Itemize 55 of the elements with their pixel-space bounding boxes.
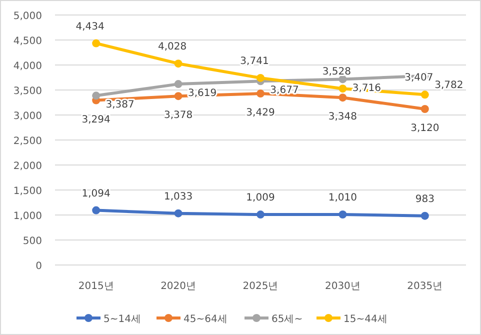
point: [92, 92, 100, 100]
y-tick-label: 1,000: [13, 211, 42, 222]
data-label: 1,010: [328, 192, 358, 204]
point: [338, 84, 347, 93]
data-label: 3,378: [164, 110, 193, 122]
point: [174, 209, 182, 218]
data-label: 4,434: [76, 21, 104, 32]
data-label: 1,009: [246, 192, 275, 204]
data-label: 3,677: [270, 85, 299, 96]
x-tick-label: 2015년: [78, 281, 114, 292]
y-tick-label: 5,000: [13, 11, 42, 22]
y-tick-label: 2,000: [13, 161, 42, 172]
y-tick-label: 3,000: [13, 111, 42, 122]
point: [338, 210, 347, 218]
y-tick-label: 1,500: [13, 186, 42, 197]
point: [256, 74, 264, 82]
data-label: 3,528: [322, 66, 352, 78]
data-label: 1,094: [82, 188, 110, 200]
data-label: 3,294: [82, 114, 110, 126]
y-tick-label: 500: [22, 236, 42, 247]
data-label: 3,716: [352, 83, 382, 94]
y-tick-label: 4,000: [13, 61, 42, 72]
point: [174, 60, 182, 68]
data-label: 983: [415, 194, 434, 205]
point: [92, 39, 100, 48]
point: [256, 210, 264, 219]
data-label: 3,120: [410, 123, 440, 134]
point: [92, 206, 100, 214]
x-tick-label: 2030년: [324, 281, 360, 292]
y-tick-label: 0: [36, 261, 42, 272]
legend-label: 15~44세: [344, 314, 388, 325]
legend-label: 45~64세: [184, 314, 228, 325]
y-tick-label: 2,500: [13, 136, 42, 147]
x-tick-label: 2025년: [242, 281, 278, 292]
point: [420, 212, 429, 220]
data-label: 3,782: [434, 80, 464, 91]
data-label: 3,429: [246, 108, 275, 119]
y-tick-label: 4,500: [13, 36, 42, 47]
point: [338, 94, 347, 102]
point: [420, 90, 429, 99]
x-tick-label: 2020년: [160, 281, 196, 292]
legend-label: 65세~: [272, 314, 303, 325]
x-tick-label: 2035년: [407, 281, 443, 292]
data-label: 3,407: [404, 72, 434, 84]
y-tick-label: 3,500: [13, 86, 42, 97]
data-label: 1,033: [164, 191, 193, 202]
point: [174, 92, 182, 100]
legend-label: 5~14세: [104, 314, 141, 325]
data-label: 3,741: [240, 56, 269, 67]
point: [256, 90, 264, 98]
data-label: 3,387: [106, 100, 134, 111]
data-label: 3,348: [328, 112, 358, 123]
point: [420, 105, 429, 113]
data-label: 4,028: [158, 42, 187, 53]
point: [174, 80, 182, 88]
